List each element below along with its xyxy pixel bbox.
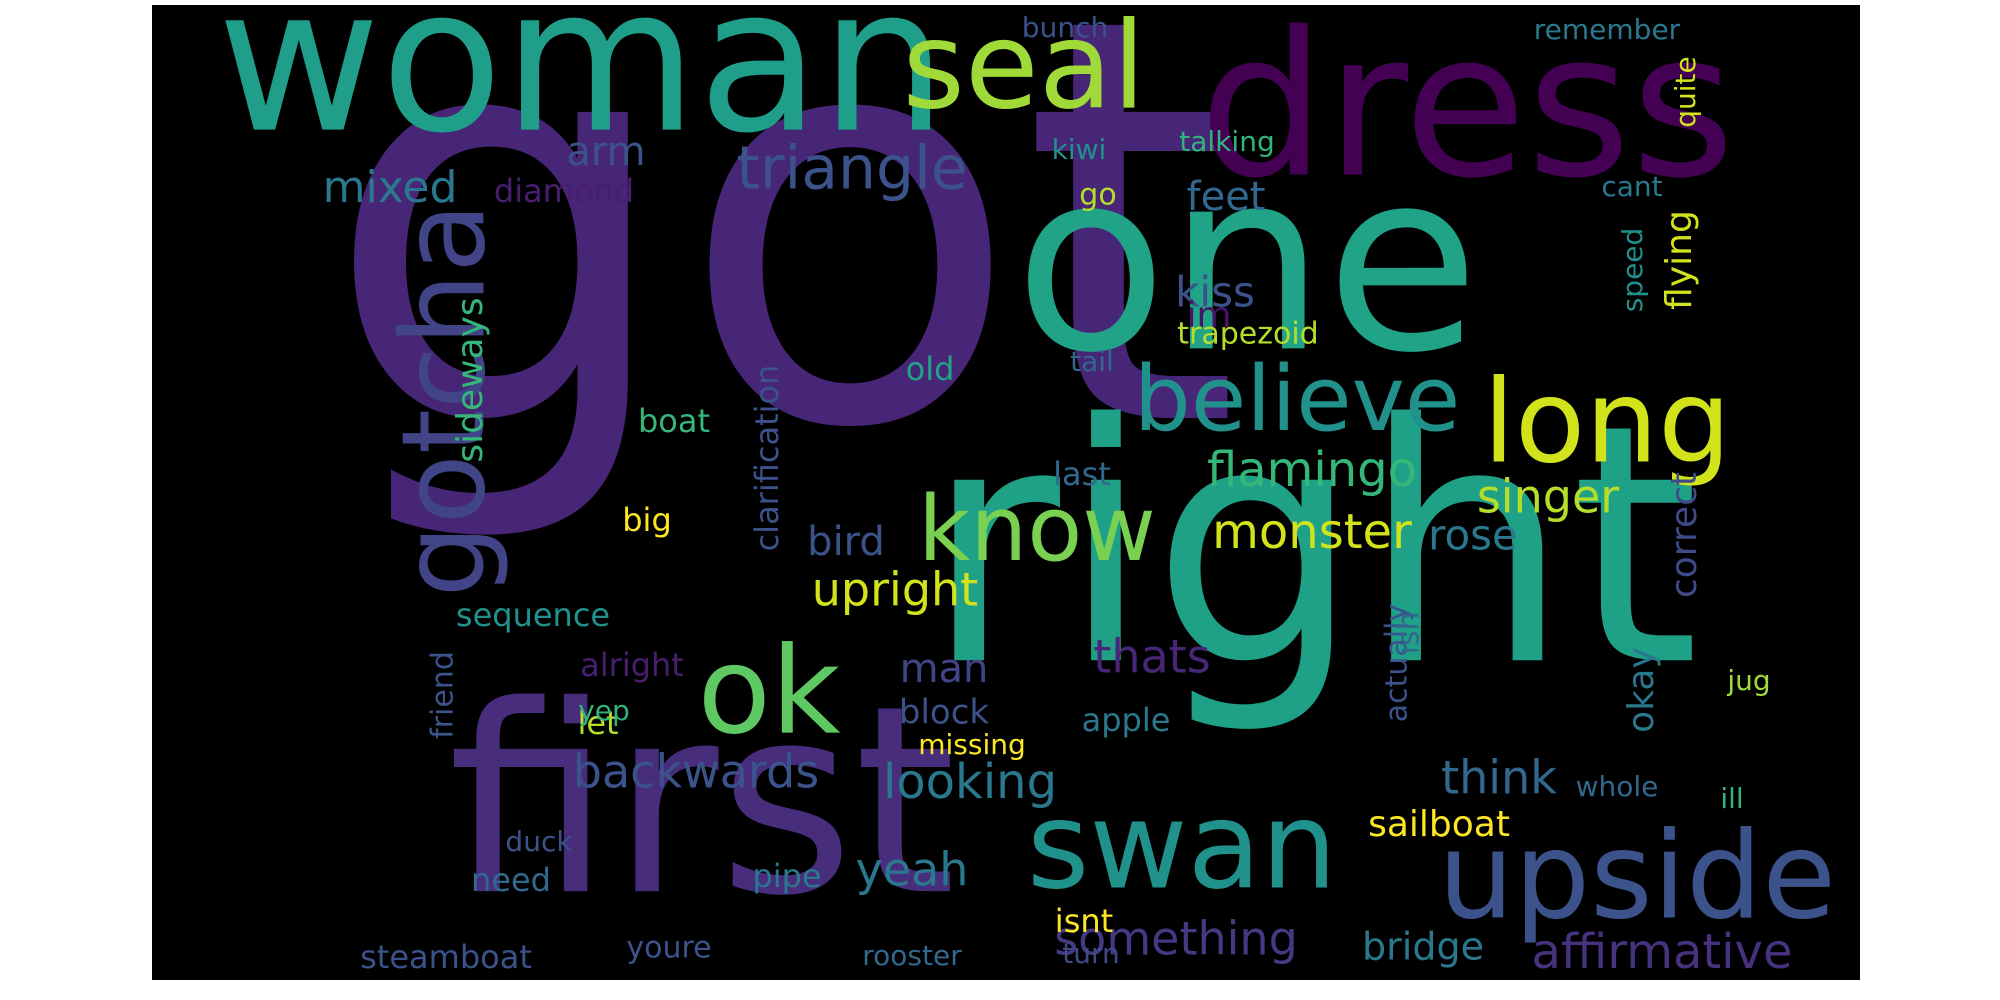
cloud-word-youre: youre: [626, 931, 711, 966]
cloud-word-tail: tail: [1070, 345, 1114, 378]
cloud-word-seal: seal: [902, 5, 1145, 137]
cloud-word-rose: rose: [1428, 511, 1518, 560]
cloud-word-let: let: [577, 704, 618, 742]
cloud-word-turn: turn: [1062, 937, 1120, 970]
cloud-word-actually: actually: [1380, 604, 1415, 722]
cloud-word-block: block: [899, 693, 990, 733]
cloud-word-mixed: mixed: [323, 162, 458, 213]
cloud-word-got: got: [323, 5, 1241, 551]
cloud-word-bridge: bridge: [1362, 925, 1484, 969]
cloud-word-know: know: [918, 477, 1156, 582]
cloud-word-affirmative: affirmative: [1532, 924, 1793, 980]
cloud-word-trapezoid: trapezoid: [1177, 317, 1318, 352]
cloud-word-last: last: [1053, 455, 1111, 493]
cloud-word-upright: upright: [812, 563, 978, 617]
cloud-word-right: right: [924, 354, 1699, 738]
cloud-word-boat: boat: [638, 402, 710, 440]
cloud-word-steamboat: steamboat: [360, 938, 532, 976]
cloud-word-thats: thats: [1093, 630, 1210, 684]
cloud-word-need: need: [471, 861, 551, 899]
cloud-word-okay: okay: [1621, 647, 1662, 733]
cloud-word-looking: looking: [883, 754, 1057, 810]
cloud-word-talking: talking: [1179, 125, 1274, 158]
cloud-word-singer: singer: [1477, 470, 1619, 524]
cloud-word-yeah: yeah: [856, 843, 969, 897]
cloud-word-im: im: [1186, 295, 1231, 336]
cloud-word-flamingo: flamingo: [1207, 442, 1417, 498]
cloud-word-diamond: diamond: [494, 172, 634, 210]
cloud-word-bird: bird: [807, 519, 885, 565]
cloud-word-one: one: [1014, 116, 1479, 407]
cloud-word-sideways: sideways: [450, 297, 491, 462]
cloud-word-isnt: isnt: [1055, 902, 1113, 940]
cloud-word-rooster: rooster: [862, 939, 962, 972]
word-cloud-panel: got right first one woman dress seal upside swan…: [152, 5, 1860, 980]
cloud-word-kiss: kiss: [1175, 268, 1255, 317]
cloud-word-cant: cant: [1601, 170, 1662, 203]
cloud-word-alright: alright: [580, 646, 684, 684]
cloud-word-kiwi: kiwi: [1052, 133, 1107, 166]
cloud-word-first: first: [448, 651, 956, 953]
cloud-word-flying: flying: [1659, 210, 1700, 310]
cloud-word-bunch: bunch: [1022, 11, 1108, 44]
cloud-word-think: think: [1441, 751, 1557, 805]
cloud-word-correct: correct: [1664, 472, 1705, 598]
cloud-word-remember: remember: [1534, 13, 1681, 46]
cloud-word-ill: ill: [1720, 782, 1743, 815]
cloud-word-pipe: pipe: [752, 857, 821, 895]
cloud-word-feet: feet: [1187, 174, 1266, 220]
cloud-word-sequence: sequence: [456, 596, 610, 634]
cloud-word-friend: friend: [426, 651, 461, 739]
cloud-word-long: long: [1483, 356, 1731, 490]
cloud-word-sailboat: sailboat: [1368, 804, 1510, 845]
cloud-word-monster: monster: [1212, 504, 1412, 560]
cloud-word-go: go: [1079, 178, 1116, 213]
cloud-word-big: big: [622, 501, 672, 539]
cloud-word-swan: swan: [1027, 778, 1337, 917]
cloud-word-dress: dress: [1199, 5, 1735, 223]
cloud-word-quite: quite: [1669, 56, 1702, 128]
cloud-word-jug: jug: [1726, 664, 1770, 697]
cloud-word-gotcha: gotcha: [378, 202, 512, 597]
cloud-word-clarification: clarification: [748, 365, 786, 552]
cloud-word-something: something: [1054, 912, 1298, 966]
cloud-word-missing: missing: [918, 728, 1026, 761]
cloud-word-man: man: [900, 646, 989, 692]
cloud-word-believe: believe: [1134, 347, 1461, 452]
cloud-word-apple: apple: [1082, 701, 1171, 739]
cloud-word-woman: woman: [217, 5, 947, 178]
cloud-word-backwards: backwards: [573, 745, 819, 799]
cloud-word-speed: speed: [1616, 228, 1649, 313]
cloud-word-arm: arm: [566, 129, 645, 175]
cloud-word-triangle: triangle: [736, 134, 967, 204]
cloud-word-ish: ish: [1392, 612, 1427, 655]
cloud-word-ok: ok: [698, 623, 841, 762]
cloud-word-yep: yep: [578, 694, 630, 727]
cloud-word-upside: upside: [1438, 808, 1836, 947]
cloud-word-old: old: [906, 350, 955, 388]
cloud-word-duck: duck: [505, 825, 573, 858]
cloud-word-whole: whole: [1576, 770, 1659, 803]
